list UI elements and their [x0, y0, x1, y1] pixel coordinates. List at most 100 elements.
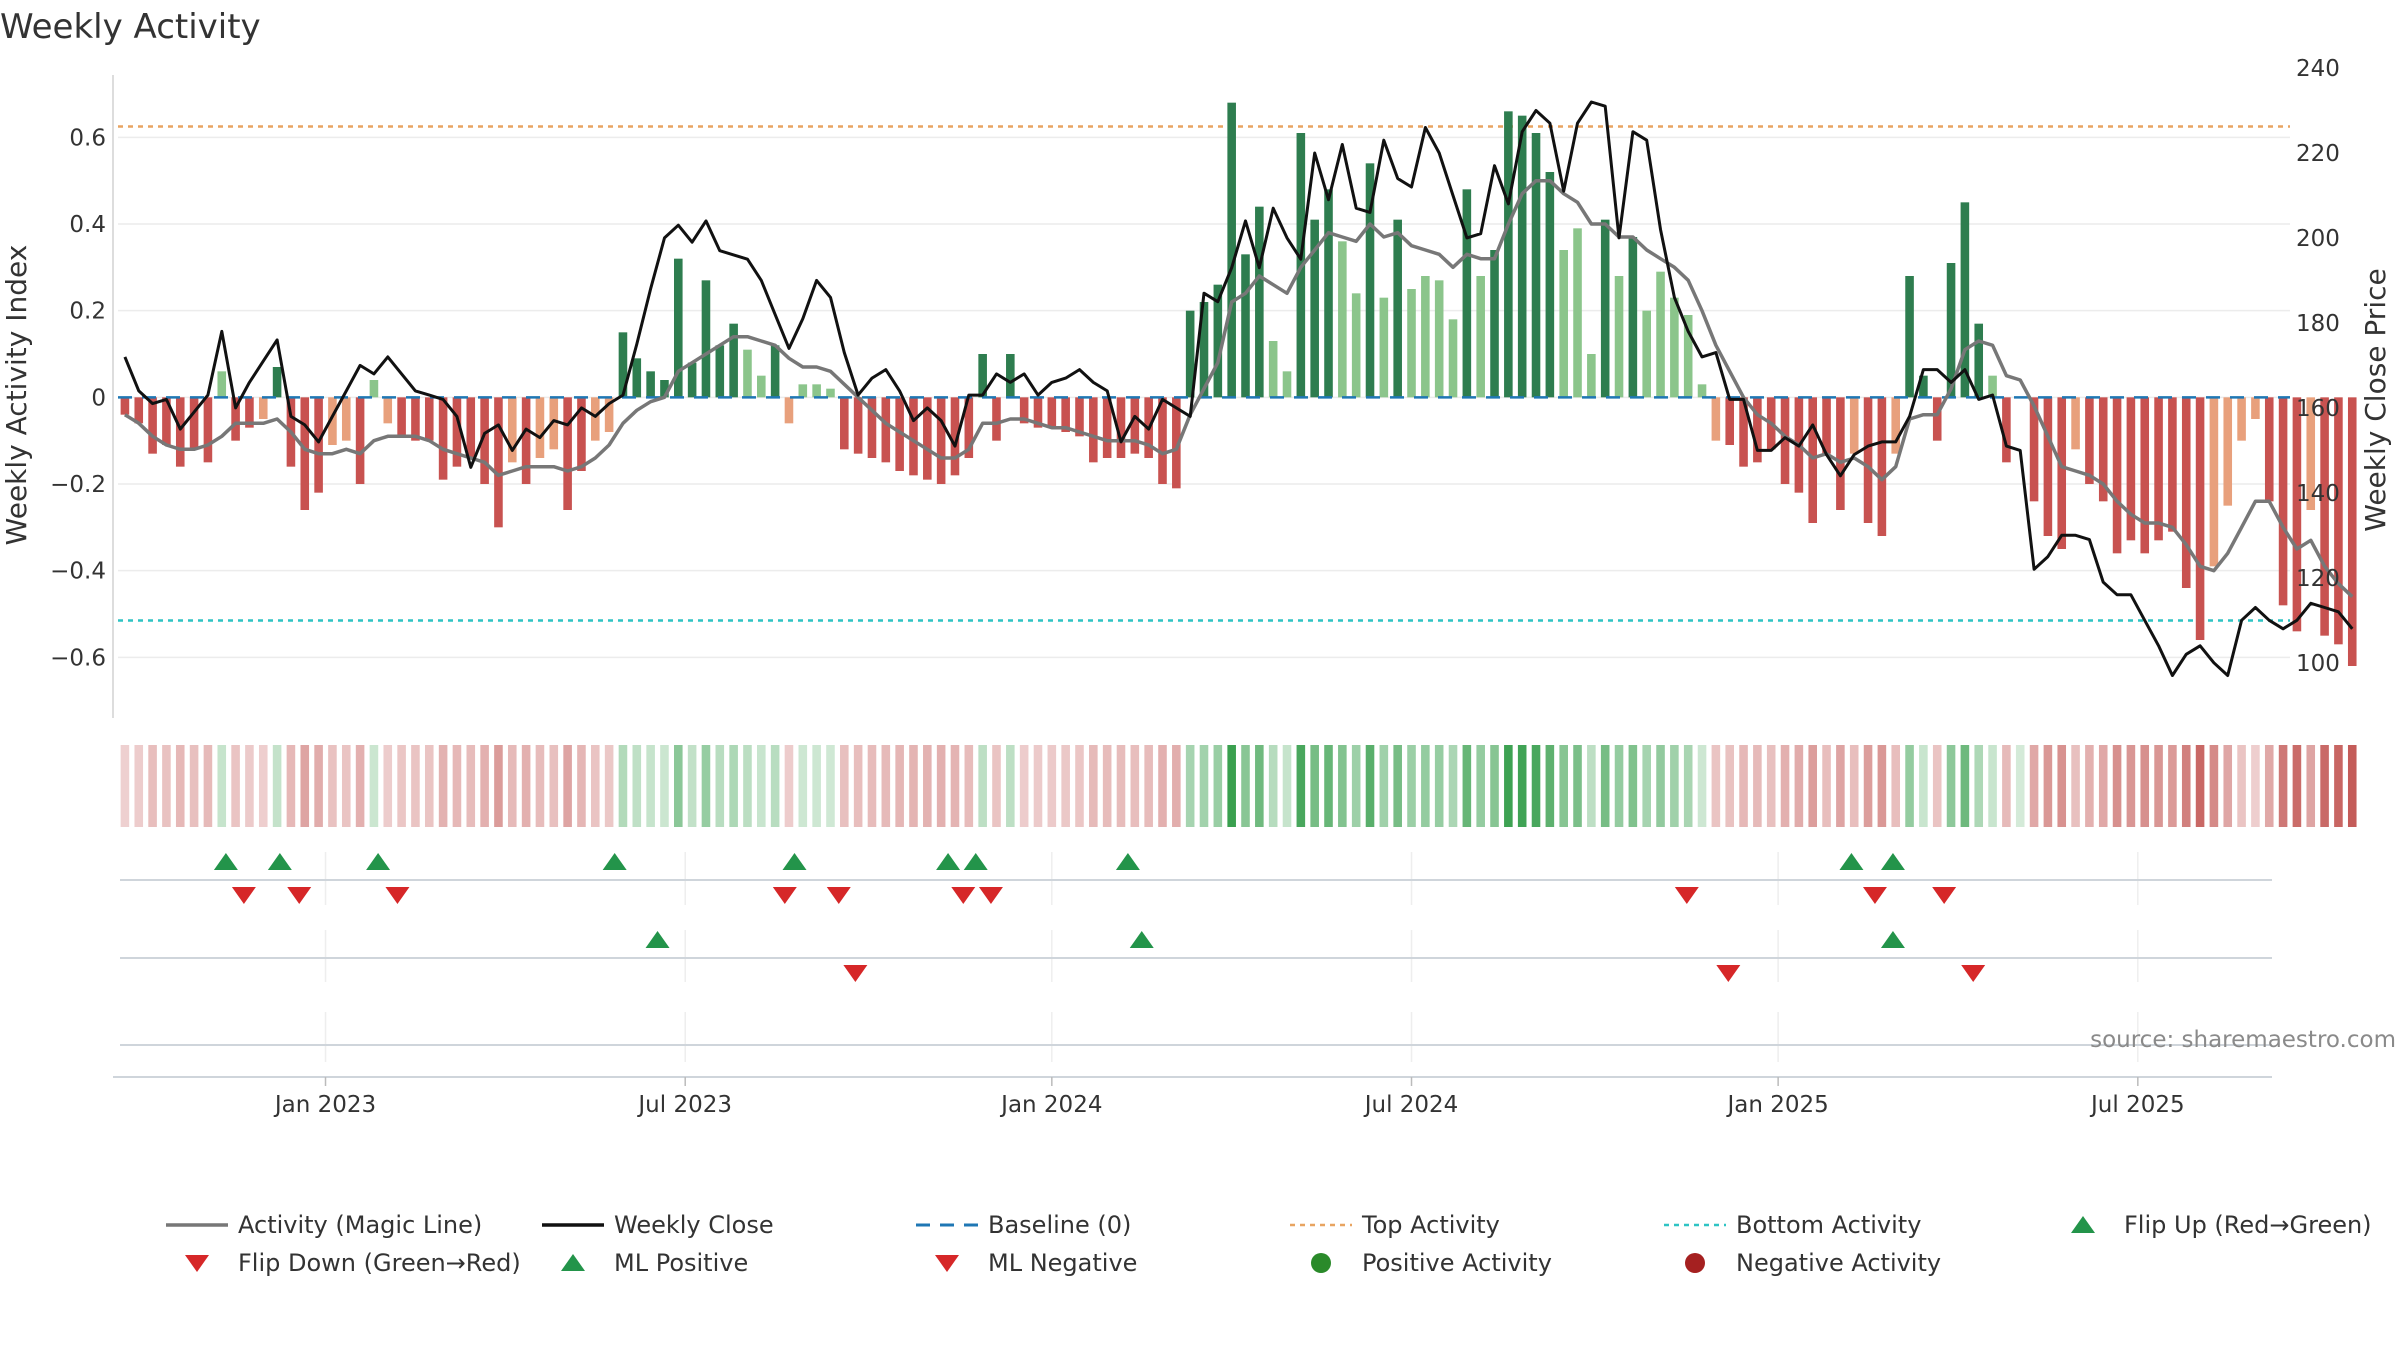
activity-bar-61: [964, 397, 974, 458]
heat-cell-27: [494, 745, 503, 827]
heat-cell-36: [618, 745, 628, 827]
activity-bar-111: [1656, 271, 1665, 398]
activity-bar-80: [1227, 102, 1236, 398]
activity-bar-81: [1241, 254, 1250, 398]
x-tick-label-0: Jan 2023: [273, 1092, 376, 1118]
activity-bar-150: [2195, 397, 2205, 640]
legend-label-3: Top Activity: [1361, 1211, 1500, 1239]
heat-cell-8: [231, 745, 240, 827]
activity-bar-47: [770, 345, 780, 398]
heat-cell-46: [757, 745, 766, 827]
heat-cell-116: [1725, 745, 1734, 827]
activity-bar-104: [1559, 250, 1568, 398]
activity-bar-73: [1130, 397, 1140, 454]
empty-marker-panel: [120, 1012, 2272, 1062]
activity-bar-29: [521, 397, 531, 484]
heat-cell-69: [1075, 745, 1084, 827]
activity-bar-118: [1753, 397, 1762, 463]
activity-bar-30: [535, 397, 545, 458]
activity-bar-19: [383, 397, 393, 424]
activity-bar-37: [632, 358, 642, 398]
x-tick-label-4: Jan 2025: [1725, 1092, 1828, 1118]
heat-cell-3: [162, 745, 171, 827]
right-axis-ticks: 100 120 140 160 180 200 220 240: [2296, 56, 2340, 677]
activity-bar-38: [646, 371, 655, 398]
heat-cell-9: [245, 745, 254, 827]
heat-cell-48: [784, 745, 794, 827]
heat-cell-70: [1089, 745, 1098, 827]
heat-cell-125: [1849, 745, 1859, 827]
y2-tick-label-6: 220: [2296, 141, 2340, 167]
activity-bar-160: [2334, 397, 2343, 645]
activity-bar-157: [2292, 397, 2302, 632]
activity-bar-48: [784, 397, 794, 424]
y-tick-label-5: 0.4: [69, 212, 106, 238]
heat-cell-1: [134, 745, 144, 827]
y-tick-label-1: −0.4: [50, 559, 106, 585]
legend: Activity (Magic Line) Weekly Close Baselin…: [166, 1211, 2372, 1277]
activity-bar-155: [2264, 397, 2274, 502]
y2-tick-label-2: 140: [2296, 481, 2340, 507]
activity-bar-88: [1338, 241, 1347, 398]
activity-bar-159: [2320, 397, 2329, 636]
activity-bar-65: [1019, 397, 1029, 424]
activity-bar-109: [1628, 237, 1638, 398]
magic-line: [123, 178, 2354, 598]
activity-bar-64: [1006, 354, 1015, 398]
y2-tick-label-1: 120: [2296, 566, 2340, 592]
activity-bar-149: [2181, 397, 2191, 588]
heat-cell-94: [1421, 745, 1430, 827]
heat-cell-140: [2057, 745, 2067, 827]
activity-bar-46: [757, 375, 766, 398]
activity-bar-116: [1725, 397, 1734, 445]
activity-bar-13: [300, 397, 310, 510]
heat-cell-19: [383, 745, 393, 827]
activity-bar-79: [1213, 284, 1223, 398]
activity-bar-153: [2237, 397, 2246, 441]
left-axis-ticks: −0.6 −0.4 −0.2 0 0.2 0.4 0.6: [50, 125, 106, 671]
legend-label-5: Flip Up (Red→Green): [2124, 1211, 2372, 1239]
activity-bar-115: [1711, 397, 1721, 441]
activity-bar-26: [480, 397, 489, 484]
heat-cell-82: [1255, 745, 1264, 827]
activity-bar-67: [1047, 397, 1057, 428]
activity-bar-92: [1393, 219, 1402, 398]
heat-cell-81: [1241, 745, 1250, 827]
activity-bar-66: [1033, 397, 1043, 428]
activity-bar-123: [1822, 397, 1831, 454]
y-tick-label-3: 0: [91, 385, 106, 411]
heat-cell-115: [1711, 745, 1721, 827]
activity-bar-133: [1960, 202, 1970, 398]
ml-positive-marker-1: [1129, 931, 1154, 948]
activity-bar-120: [1780, 397, 1790, 484]
heat-cell-32: [563, 745, 572, 827]
heat-cell-110: [1642, 745, 1651, 827]
heat-cell-136: [2002, 745, 2011, 827]
heat-cell-142: [2085, 745, 2094, 827]
heat-cell-98: [1476, 745, 1485, 827]
activity-bar-139: [2043, 397, 2053, 536]
heat-cell-10: [258, 745, 268, 827]
heat-cell-11: [272, 745, 282, 827]
x-tick-label-5: Jul 2025: [2089, 1092, 2185, 1118]
flip-up-marker-6: [963, 853, 988, 870]
flip-up-marker-8: [1839, 853, 1864, 870]
y2-axis-label: Weekly Close Price: [2359, 268, 2392, 531]
heat-cell-6: [203, 745, 213, 827]
flip-down-marker-8: [1862, 887, 1887, 904]
heat-cell-31: [549, 745, 559, 827]
heat-cell-53: [853, 745, 863, 827]
heat-cell-2: [148, 745, 157, 827]
activity-bar-59: [936, 397, 946, 484]
flip-up-marker-7: [1115, 853, 1140, 870]
activity-bar-95: [1434, 280, 1444, 398]
activity-bar-117: [1739, 397, 1748, 467]
heat-cell-58: [923, 745, 932, 827]
heat-cell-84: [1282, 745, 1292, 827]
activity-bar-144: [2112, 397, 2122, 554]
activity-bar-63: [992, 397, 1001, 441]
heat-cell-43: [715, 745, 725, 827]
legend-down-6: [185, 1255, 209, 1272]
activity-bar-96: [1448, 319, 1458, 398]
